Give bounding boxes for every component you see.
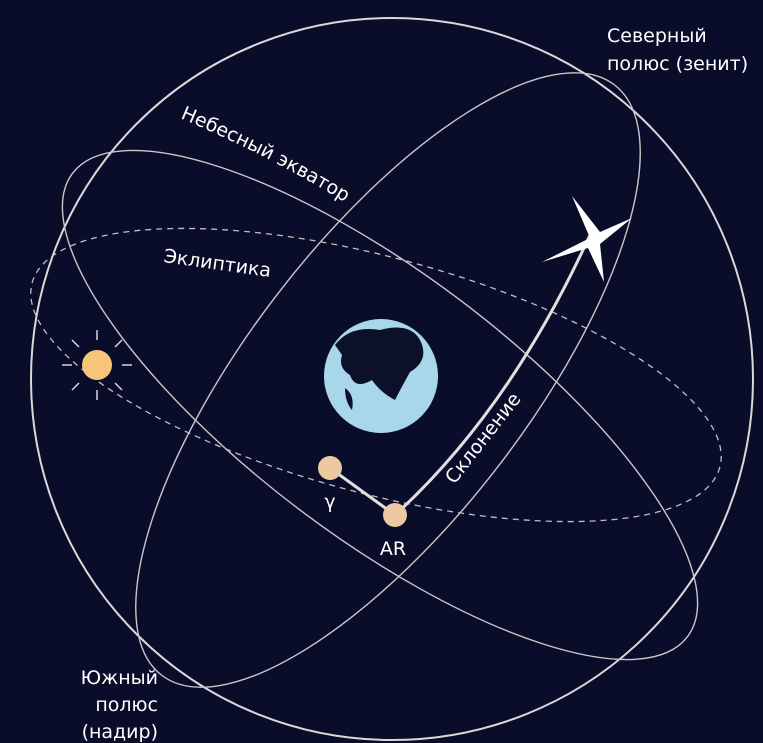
south-pole-label: (надир) xyxy=(82,721,158,743)
north-pole-label: полюс (зенит) xyxy=(607,53,748,75)
south-pole-label: Южный xyxy=(81,667,158,689)
right-ascension-point xyxy=(383,503,407,527)
right-ascension-label: AR xyxy=(380,538,406,560)
vernal-equinox-label: γ xyxy=(324,491,335,513)
celestial-sphere-diagram: Северный полюс (зенит) Небесный экватор … xyxy=(0,0,763,743)
vernal-equinox-point xyxy=(318,456,342,480)
south-pole-label: полюс xyxy=(95,694,158,716)
earth xyxy=(324,319,438,433)
north-pole-label: Северный xyxy=(607,25,707,47)
